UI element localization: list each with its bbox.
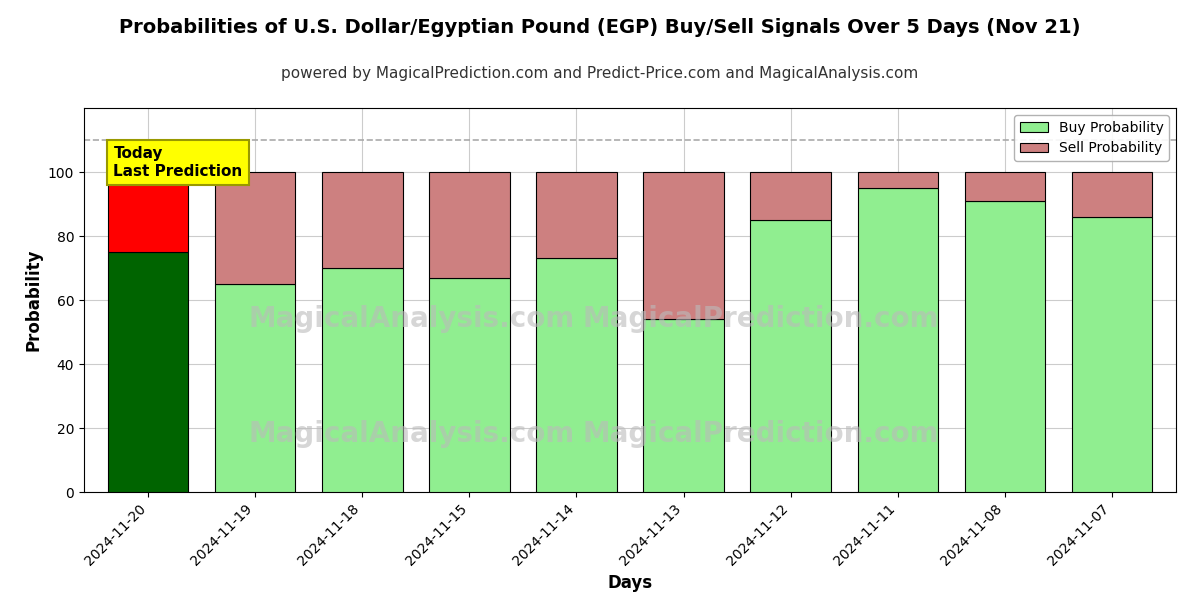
Bar [643,319,724,492]
Bar [643,172,724,319]
Bar [215,284,295,492]
Bar [323,268,402,492]
Bar [536,172,617,259]
Text: MagicalPrediction.com: MagicalPrediction.com [583,305,940,333]
Text: MagicalPrediction.com: MagicalPrediction.com [583,421,940,448]
Text: Today
Last Prediction: Today Last Prediction [114,146,242,179]
Bar [1072,217,1152,492]
Bar [108,252,188,492]
Bar [323,172,402,268]
Text: Probabilities of U.S. Dollar/Egyptian Pound (EGP) Buy/Sell Signals Over 5 Days (: Probabilities of U.S. Dollar/Egyptian Po… [119,18,1081,37]
Bar [215,172,295,284]
Bar [430,172,510,278]
Bar [108,172,188,252]
Bar [858,188,937,492]
Bar [858,172,937,188]
Legend: Buy Probability, Sell Probability: Buy Probability, Sell Probability [1014,115,1169,161]
Y-axis label: Probability: Probability [24,249,42,351]
Bar [750,220,830,492]
X-axis label: Days: Days [607,574,653,592]
Text: MagicalAnalysis.com: MagicalAnalysis.com [248,305,575,333]
Bar [1072,172,1152,217]
Text: MagicalAnalysis.com: MagicalAnalysis.com [248,421,575,448]
Bar [965,201,1045,492]
Text: powered by MagicalPrediction.com and Predict-Price.com and MagicalAnalysis.com: powered by MagicalPrediction.com and Pre… [281,66,919,81]
Bar [536,259,617,492]
Bar [750,172,830,220]
Bar [430,278,510,492]
Bar [965,172,1045,201]
